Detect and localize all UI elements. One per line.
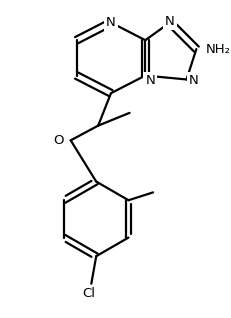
- Text: N: N: [145, 74, 154, 87]
- Text: Cl: Cl: [82, 287, 94, 300]
- Text: NH₂: NH₂: [205, 43, 229, 56]
- Text: N: N: [106, 16, 115, 29]
- Text: O: O: [53, 134, 64, 147]
- Text: N: N: [188, 74, 198, 87]
- Text: N: N: [164, 15, 174, 28]
